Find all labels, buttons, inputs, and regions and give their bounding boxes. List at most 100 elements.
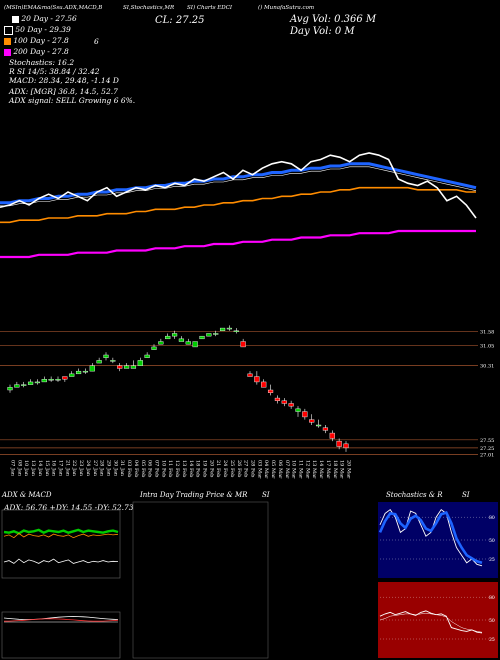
candle-body [123, 365, 130, 369]
date-label: 06 Feb [147, 460, 153, 477]
candle-body [322, 427, 329, 431]
candle-body [267, 389, 274, 393]
macd-signal-line [3, 618, 119, 622]
candle-body [240, 341, 246, 348]
adx-lines [3, 528, 119, 564]
ma100-line [0, 186, 476, 224]
candle-body [27, 381, 34, 385]
candle-body [185, 341, 191, 345]
price-tick-label: 27.01 [480, 452, 494, 458]
date-label: 10 Jan [23, 460, 29, 477]
price-grid [0, 330, 478, 455]
ma20-line [0, 152, 477, 219]
date-label: 10 Feb [160, 460, 166, 477]
date-label: 20 Feb [208, 460, 214, 477]
ma-lines-group [0, 152, 477, 259]
candle-body [21, 384, 27, 386]
stoch-grid: 80 50 25 80 50 25 [380, 515, 496, 643]
date-label: 24 Feb [222, 460, 228, 477]
date-label: 04 Feb [133, 460, 139, 477]
candle-body [130, 365, 137, 369]
date-label: 18 Feb [195, 460, 201, 477]
date-label: 12 Mar [304, 460, 310, 479]
date-label: 11 Mar [298, 460, 304, 479]
adx-readout: ADX: [MGR] 36.8, 14.5, 52.7 [9, 87, 118, 96]
adx-line [3, 528, 119, 535]
legend-50-day: 50 Day - 29.39 [4, 25, 71, 35]
price-tick-label: 27.25 [480, 446, 494, 452]
price-tick-label: 31.58 [480, 329, 494, 335]
date-label: 17 Mar [325, 460, 331, 479]
panel-tick-label: 50 [489, 538, 495, 544]
date-label: 27 Feb [243, 460, 249, 477]
date-label: 16 Jan [51, 460, 57, 477]
panel-tick-label: 50 [489, 618, 495, 624]
si-line [379, 610, 483, 634]
stoch-panel-title: Stochastics & R [386, 491, 443, 499]
candle-body [247, 373, 253, 377]
candle-body [62, 376, 68, 380]
ma50-band-line [0, 166, 477, 207]
date-label: 29 Jan [106, 460, 112, 477]
candle-body [117, 365, 123, 369]
date-label: 06 Mar [277, 460, 283, 479]
candle-body [309, 419, 315, 423]
date-label: 26 Feb [236, 460, 242, 477]
legend-20-day: 20 Day - 27.56 [12, 14, 77, 23]
date-label: 17 Jan [58, 460, 64, 477]
candle-body [69, 373, 75, 377]
date-label: 13 Mar [311, 460, 317, 479]
candle-body [199, 335, 205, 340]
header-strip-2: SI,Stochastics,MR [123, 5, 175, 11]
macd-readout: MACD: 28.34, 29.48, -1.14 D [9, 76, 119, 85]
candle-body [254, 376, 260, 383]
date-label: 21 Feb [215, 460, 221, 477]
candle-body [336, 440, 342, 447]
candle-body [288, 403, 294, 407]
candle-body [158, 341, 164, 345]
legend-20-label: 20 Day - 27.56 [21, 14, 77, 23]
panel-tick-label: 80 [489, 595, 495, 601]
date-label: 04 Mar [263, 460, 269, 479]
candle-body [302, 411, 308, 418]
legend-100-day: 100 Day - 27.8 [4, 36, 69, 45]
candle-body [233, 330, 239, 332]
date-label: 07 Mar [284, 460, 290, 479]
date-label: 07 Jan [10, 460, 16, 477]
candle-body [34, 381, 41, 384]
date-label: 13 Jan [30, 460, 36, 477]
legend-200-label: 200 Day - 27.8 [13, 47, 69, 56]
stoch-value: 6 [94, 37, 99, 46]
adx-panel-title: ADX & MACD [2, 491, 52, 499]
date-label: 20 Mar [346, 460, 352, 479]
legend-50-label: 50 Day - 29.39 [15, 25, 71, 34]
moving-average-chart [0, 152, 477, 259]
stochastics-line [379, 508, 483, 567]
candle-body [274, 397, 281, 401]
panel-tick-label: 80 [489, 515, 495, 521]
minus-dy-line [3, 532, 119, 539]
candle-body [7, 387, 13, 391]
legend-swatch-50 [4, 25, 13, 35]
macd-line [3, 616, 119, 620]
price-tick-label: 30.31 [480, 364, 494, 370]
header-strip-3: SI) Charts EDCI [187, 5, 233, 11]
date-label: 27 Jan [92, 460, 98, 477]
adx-signal: ADX signal: SELL Growing 6 6%. [9, 96, 136, 105]
candle-body [151, 346, 157, 350]
date-label: 10 Mar [291, 460, 297, 479]
date-label: 18 Mar [332, 460, 338, 479]
candle-body [55, 379, 61, 381]
adx-panel-values: ADX: 56.76 +DY: 14.55 -DY: 52.73 [4, 503, 134, 512]
date-label: 15 Jan [44, 460, 50, 477]
candle-body [281, 400, 287, 404]
plus-dy-line [3, 558, 119, 564]
date-label: 30 Jan [112, 460, 118, 477]
legend-200-day: 200 Day - 27.8 [4, 47, 69, 56]
candle-body [295, 408, 301, 412]
candle-body [48, 379, 54, 381]
price-tick-label: 31.05 [480, 344, 494, 350]
mrsi-line [379, 612, 483, 633]
candle-body [206, 333, 212, 337]
